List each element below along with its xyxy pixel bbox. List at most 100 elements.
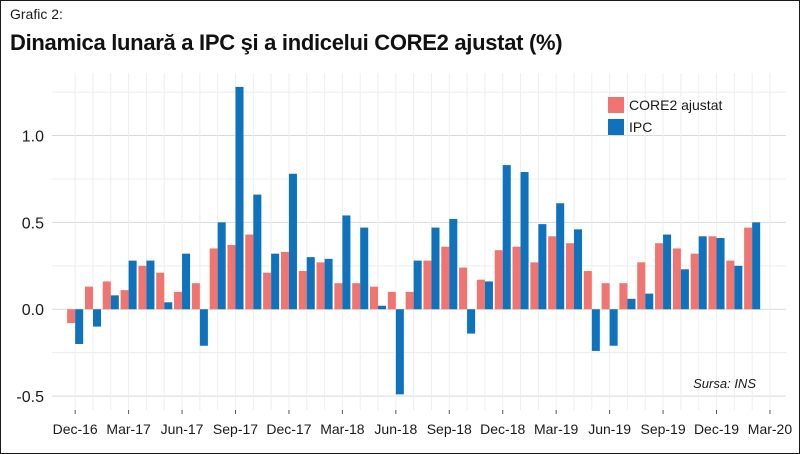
bar-ipc [752,222,761,310]
bar-core2 [583,271,592,310]
bar-core2 [476,279,485,310]
bar-ipc [128,260,137,310]
bar-ipc [395,309,404,395]
bar-core2 [548,236,557,310]
bar-core2 [726,260,735,310]
legend-label-ipc: IPC [629,119,652,135]
bar-core2 [245,234,254,310]
x-tick-label: Dec-16 [53,421,98,437]
bar-ipc [92,309,101,327]
bar-core2 [405,291,414,310]
bar-core2 [209,248,218,310]
x-tick-label: Sep-19 [640,421,685,437]
bar-ipc [431,227,440,310]
bar-ipc [288,173,297,310]
bar-core2 [565,243,574,310]
source-note: Sursa: INS [693,376,756,391]
bar-ipc [110,295,119,310]
bar-ipc [75,309,84,344]
bar-core2 [370,286,379,310]
axes: -0.5 0.0 0.5 1.0 Dec-16 Mar-17 Jun-17 Sep-17 Dec… [16,129,792,437]
bar-ipc [324,258,333,310]
y-tick-label: 0.0 [22,302,44,319]
bar-core2 [619,283,628,310]
legend: CORE2 ajustat IPC [608,97,722,135]
bar-core2 [423,260,432,310]
bar-core2 [102,281,111,310]
bar-core2 [744,227,753,310]
bar-ipc [591,309,600,351]
bar-ipc [413,260,422,310]
bar-core2 [441,246,450,310]
bar-core2 [227,244,236,310]
x-tick-label: Mar-17 [106,421,151,437]
bar-core2 [84,286,93,310]
bar-ipc [627,298,636,310]
bar-core2 [655,243,664,310]
chart-kicker: Grafic 2: [10,6,63,22]
bar-core2 [334,283,343,310]
y-tick-label: 1.0 [22,129,44,146]
bar-ipc [734,265,743,310]
x-tick-label: Jun-18 [374,421,417,437]
bar-ipc [716,238,725,310]
y-tick-label: -0.5 [16,389,44,406]
bar-ipc [520,172,529,310]
bar-ipc [342,215,351,310]
bar-core2 [174,291,183,310]
bar-ipc [182,253,191,310]
bar-ipc [146,260,155,310]
bar-core2 [191,283,200,310]
bar-core2 [512,246,521,310]
bar-ipc [449,218,458,310]
bar-ipc [538,224,547,310]
legend-swatch-ipc [608,119,624,135]
bar-ipc [663,234,672,310]
bar-core2 [530,262,539,310]
bar-core2 [387,291,396,310]
bar-ipc [484,281,493,310]
x-tick-label: Dec-18 [480,421,525,437]
x-tick-label: Mar-20 [748,421,793,437]
bar-core2 [690,253,699,310]
x-tick-label: Jun-17 [161,421,204,437]
bar-core2 [120,290,129,310]
bar-core2 [156,272,165,310]
bar-ipc [360,227,369,310]
bar-ipc [556,203,565,310]
bar-core2 [494,250,503,310]
chart-title: Dinamica lunară a IPC şi a indicelui COR… [10,30,563,55]
bar-ipc [235,86,244,310]
bar-core2 [637,262,646,310]
bar-ipc [378,305,387,310]
bar-core2 [316,262,325,310]
bar-core2 [280,251,289,310]
bar-ipc [574,229,583,310]
bar-ipc [217,222,226,310]
bar-core2 [601,283,610,310]
bar-core2 [352,283,361,310]
bar-ipc [199,309,208,346]
bar-ipc [680,269,689,310]
bars [67,86,761,395]
bar-ipc [609,309,618,346]
bar-ipc [164,302,173,310]
x-tick-label: Dec-17 [266,421,311,437]
bar-core2 [263,272,272,310]
bar-core2 [672,248,681,310]
bar-ipc [502,165,511,310]
bar-ipc [698,236,707,310]
bar-ipc [271,253,280,310]
bar-ipc [645,293,654,310]
legend-label-core2: CORE2 ajustat [629,97,722,113]
x-tick-label: Sep-18 [427,421,472,437]
x-tick-label: Mar-19 [534,421,579,437]
x-tick-label: Sep-17 [213,421,258,437]
bar-core2 [708,236,717,310]
plot-background [52,73,786,410]
bar-ipc [253,194,262,310]
bar-core2 [298,271,307,310]
y-tick-label: 0.5 [22,215,44,232]
bar-core2 [138,265,147,310]
